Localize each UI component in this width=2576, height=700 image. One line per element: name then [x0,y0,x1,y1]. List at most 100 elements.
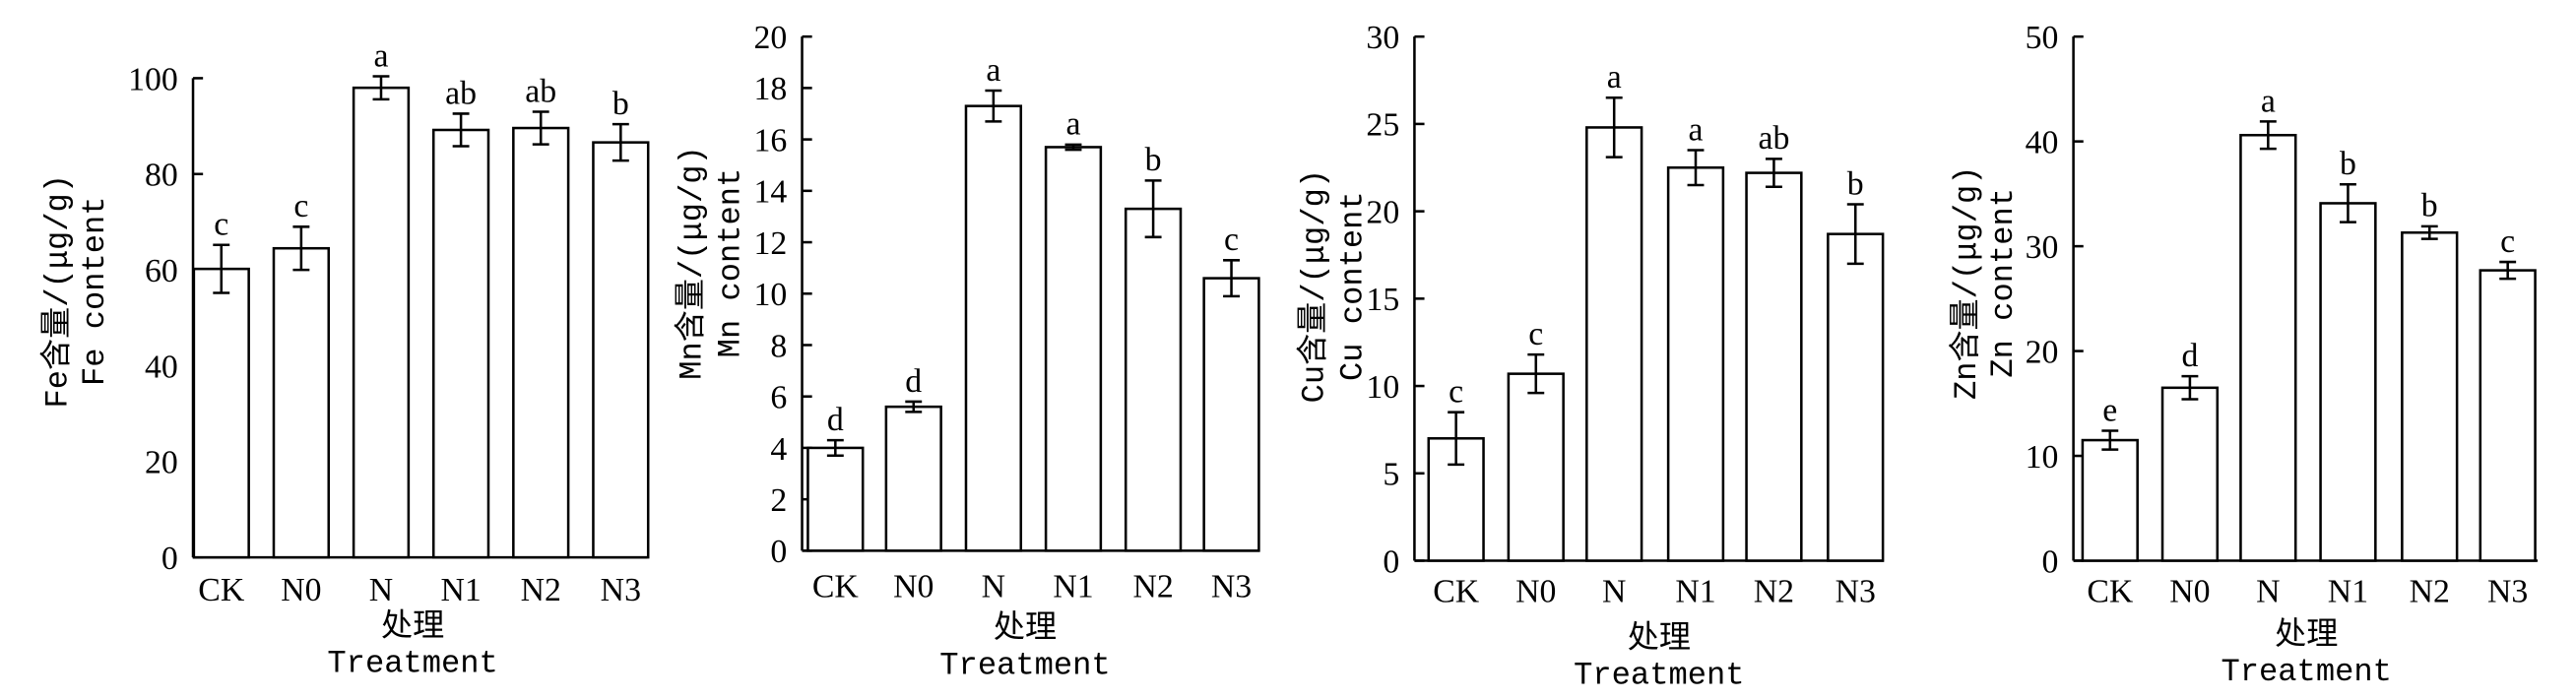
significance-letter: b [612,86,629,122]
zn-content-chart: 0 10 20 30 40 50 e CK d N0 a Nb N1 b N2 c N3 Zn含量/(μg/g) Z… [1948,20,2539,690]
bar-n0 [2160,386,2220,562]
y-tick-label: 40 [145,349,178,385]
bar-n [2239,133,2297,562]
significance-letter: a [1065,106,1080,143]
bar-n0 [272,246,331,559]
y-axis-title-en: Mn content [712,168,748,358]
y-axis-title-cn: Fe含量/(μg/g) [39,174,77,409]
category-label: CK [1433,574,1480,610]
y-tick-label: 4 [770,431,787,468]
x-axis-title-en: Treatment [327,646,497,682]
significance-letter: a [1607,59,1622,95]
significance-letter: a [986,52,1000,89]
y-tick-label: 80 [145,158,178,194]
y-tick-label: 8 [770,328,787,364]
error-bar [1448,411,1465,467]
y-axis-title-cn: Mn含量/(μg/g) [673,146,710,380]
y-axis-title-en: Fe content [77,196,113,386]
bar-ck [806,446,865,552]
y-tick-label: 20 [754,20,788,56]
y-tick-label: 20 [1366,194,1399,230]
category-label: N1 [440,572,481,608]
significance-letter: ab [525,73,556,109]
significance-letter: a [373,37,388,74]
category-label: N0 [281,572,321,608]
bar-n1 [1044,146,1103,552]
y-tick-label: 16 [754,122,788,159]
significance-letter: ab [445,75,477,111]
bar-n1 [1666,165,1725,562]
bar-n1 [431,128,490,559]
bar-n2 [2401,230,2459,562]
y-tick-label: 30 [1366,20,1399,56]
x-axis-title-cn: 处理 [994,609,1057,647]
error-bar [985,89,1002,123]
y-tick-label: 12 [754,225,788,262]
error-bar [213,243,230,294]
significance-letter: b [2421,188,2438,224]
y-tick-label: 50 [2026,20,2059,56]
category-label: N [982,569,1005,605]
category-label: N2 [521,572,561,608]
category-label: N0 [1515,574,1556,610]
error-bar [2181,374,2199,401]
error-bar [452,112,470,148]
bar-ck [192,267,250,559]
significance-letter: e [2102,392,2117,428]
category-label: N0 [893,569,934,605]
error-bar [292,225,310,272]
bar-n2 [512,126,570,559]
significance-letter: c [1449,374,1463,411]
category-label: CK [2087,574,2134,610]
y-axis-title-en: Cu content [1334,191,1371,381]
y-tick-label: 60 [145,253,178,289]
bar-n0 [884,405,942,552]
significance-letter: c [2500,223,2515,260]
error-bar [372,75,390,101]
y-tick-label: 15 [1366,282,1399,318]
bar-n [1585,126,1643,562]
error-bar [1605,96,1623,159]
significance-letter: a [1689,111,1704,148]
bar-n2 [1124,207,1183,552]
y-tick-label: 20 [145,445,178,481]
y-tick-label: 0 [161,541,178,577]
error-bar [612,122,629,162]
error-bar [1765,158,1782,189]
error-bar [2259,120,2277,151]
x-axis-title-cn: 处理 [1628,619,1691,657]
significance-letter: c [214,207,228,243]
significance-letter: c [293,188,308,224]
category-label: N3 [1211,569,1252,605]
mn-content-chart: 0 2 4 6 8 10 12 14 16 18 20 d CK d N0 a Na N1 b N2 c N3 Mn含量/(… [673,20,1260,683]
error-bar [532,110,549,146]
bar-n3 [592,141,650,559]
y-tick-label: 10 [754,277,788,313]
y-tick-label: 5 [1383,457,1399,493]
y-tick-label: 14 [754,174,788,211]
x-axis-title-en: Treatment [939,647,1110,683]
category-label: N [2256,574,2280,610]
y-tick-label: 30 [2026,229,2059,266]
bar-ck [2081,438,2139,562]
bar-n [352,86,411,559]
significance-letter: d [2181,338,2198,374]
significance-letter: ab [1758,120,1789,157]
y-tick-label: 20 [2026,334,2059,370]
y-tick-label: 6 [770,380,787,416]
y-axis-title-cn: Cu含量/(μg/g) [1295,169,1332,404]
cu-content-chart: 0 5 10 15 20 25 30 c CK c N0 a Na N1 ab N2 b N3 Cu含量/(μg/g… [1295,20,1885,694]
x-axis-title-cn: 处理 [2275,616,2338,654]
error-bar [826,438,844,458]
x-axis-title-en: Treatment [2222,654,2392,690]
category-label: N2 [1132,569,1173,605]
y-tick-label: 100 [128,61,178,97]
y-axis-title-en: Zn content [1985,188,2022,378]
category-label: N3 [601,572,641,608]
error-bar [1687,149,1705,187]
bar-n2 [1745,171,1803,562]
x-axis-title-en: Treatment [1574,658,1744,694]
category-label: N1 [1053,569,1093,605]
bar-n0 [1507,372,1565,562]
